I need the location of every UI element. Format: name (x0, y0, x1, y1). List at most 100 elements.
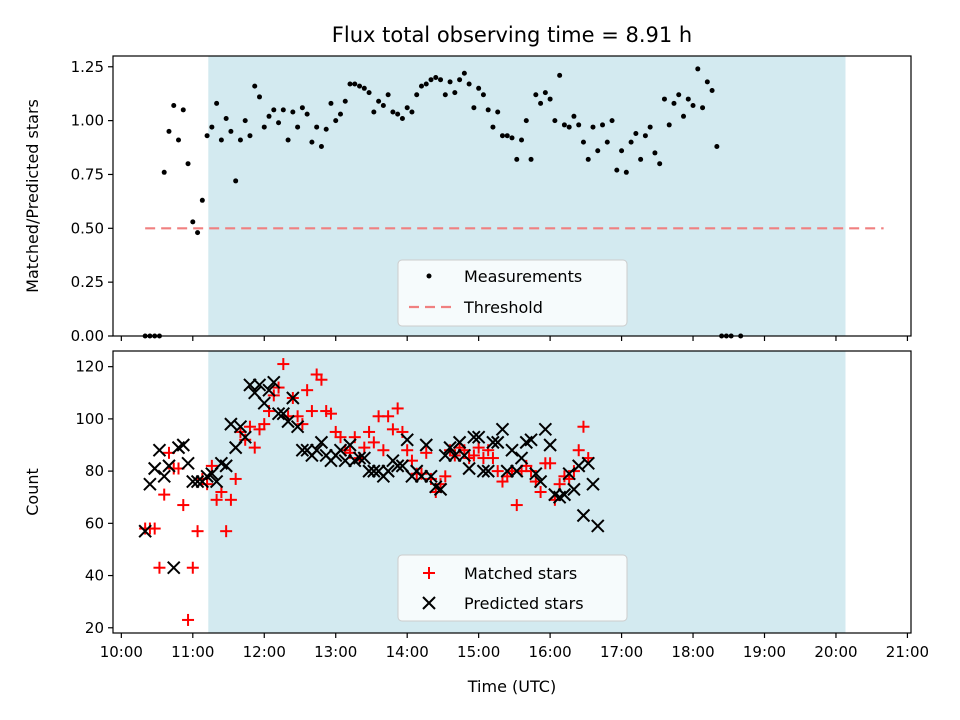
x-tick-label: 15:00 (457, 643, 500, 661)
measurement-point (466, 81, 472, 87)
predicted-star-point (257, 396, 271, 410)
matched-star-point (525, 465, 538, 478)
predicted-star-point (143, 477, 157, 491)
matched-star-point (377, 444, 390, 457)
predicted-star-point (462, 461, 476, 476)
x-tick-label: 21:00 (886, 643, 929, 661)
x-tick-label: 20:00 (814, 643, 857, 661)
x-tick: 19:00 (743, 633, 786, 661)
y-tick: 40 (85, 567, 113, 585)
measurement-point (280, 107, 286, 113)
predicted-star-point (309, 443, 324, 457)
measurement-point (604, 139, 610, 145)
measurement-point (252, 83, 258, 89)
predicted-star-point (252, 378, 267, 392)
matched-star-point (177, 499, 190, 512)
predicted-star-point (186, 474, 200, 489)
matched-star-point (224, 493, 237, 506)
measurement-point (266, 113, 272, 119)
measurement-point (714, 143, 720, 149)
measurement-point (390, 109, 396, 115)
measurement-point (247, 133, 253, 139)
measurement-point (256, 94, 262, 100)
measurement-point (700, 105, 706, 111)
predicted-star-point (290, 420, 305, 434)
y-tick-label: 1.25 (71, 58, 104, 76)
x-tick: 11:00 (171, 633, 214, 661)
measurement-point (261, 124, 267, 130)
measurement-point (523, 118, 529, 124)
matched-star-point (534, 486, 547, 498)
predicted-star-point (433, 482, 448, 497)
predicted-star-point (591, 519, 605, 533)
matched-star-point (215, 486, 228, 498)
predicted-star-point (538, 422, 553, 437)
measurement-point (580, 139, 586, 145)
matched-star-point (577, 420, 590, 433)
predicted-star-point (438, 448, 453, 463)
measurement-point (404, 105, 410, 111)
measurement-point (423, 81, 429, 87)
x-tick-label: 12:00 (243, 643, 286, 661)
measurement-point (595, 148, 601, 154)
predicted-star-point (586, 477, 600, 491)
predicted-star-point (510, 464, 524, 478)
matched-star-point (420, 446, 433, 459)
measurement-point (666, 122, 672, 128)
measurement-point (328, 100, 334, 106)
y-tick-label: 1.00 (71, 112, 104, 130)
predicted-star-point (524, 433, 538, 447)
bottom-y-axis-label: Count (23, 468, 42, 516)
predicted-star-point (367, 464, 381, 478)
x-tick: 14:00 (386, 633, 429, 661)
matched-star-point (229, 472, 242, 485)
legend-predicted-marker (422, 596, 436, 610)
measurement-point (395, 111, 401, 117)
predicted-star-point (152, 443, 167, 457)
predicted-star-point (147, 461, 162, 476)
measurement-point (357, 83, 363, 89)
y-tick-label: 20 (85, 619, 104, 637)
measurement-point (442, 92, 448, 98)
y-tick-label: 0.75 (71, 165, 104, 183)
legend-matched-label: Matched stars (464, 564, 577, 583)
measurement-point (380, 103, 386, 109)
measurement-point (576, 122, 582, 128)
predicted-star-point (181, 456, 195, 470)
predicted-star-point (219, 459, 233, 473)
y-tick: 1.00 (71, 112, 113, 130)
measurement-point (485, 107, 491, 113)
predicted-star-point (286, 391, 300, 405)
predicted-star-point (352, 451, 367, 465)
measurement-point (504, 133, 510, 139)
top-axes-frame (112, 55, 912, 337)
measurement-point (376, 98, 382, 104)
measurement-point (647, 124, 653, 130)
measurement-point (495, 109, 501, 115)
predicted-star-point (400, 433, 414, 447)
measurement-point (285, 137, 291, 143)
predicted-star-point (338, 453, 352, 468)
x-tick-label: 19:00 (743, 643, 786, 661)
x-tick: 18:00 (671, 633, 715, 661)
matched-star-point (544, 457, 557, 470)
measurement-point (428, 77, 434, 83)
predicted-star-point (138, 524, 152, 538)
predicted-star-point (495, 422, 510, 437)
x-tick: 20:00 (814, 633, 858, 661)
measurement-point (480, 92, 486, 98)
matched-star-point (243, 420, 256, 433)
matched-star-point (220, 525, 233, 538)
x-tick-label: 11:00 (171, 643, 214, 661)
measurement-point (180, 107, 186, 113)
y-tick: 80 (85, 462, 113, 480)
legend-matched-marker (423, 567, 435, 579)
measurement-point (657, 161, 663, 167)
predicted-star-point (467, 430, 481, 444)
predicted-star-point (343, 438, 357, 452)
matched-star-point (491, 465, 504, 478)
predicted-star-point (448, 448, 462, 463)
predicted-star-point (238, 430, 252, 444)
matched-star-point (205, 459, 218, 472)
bottom-panel: 20 40 60 80 100 120 10:00 11:00 12:00 13:00 14:00… (23, 350, 929, 696)
